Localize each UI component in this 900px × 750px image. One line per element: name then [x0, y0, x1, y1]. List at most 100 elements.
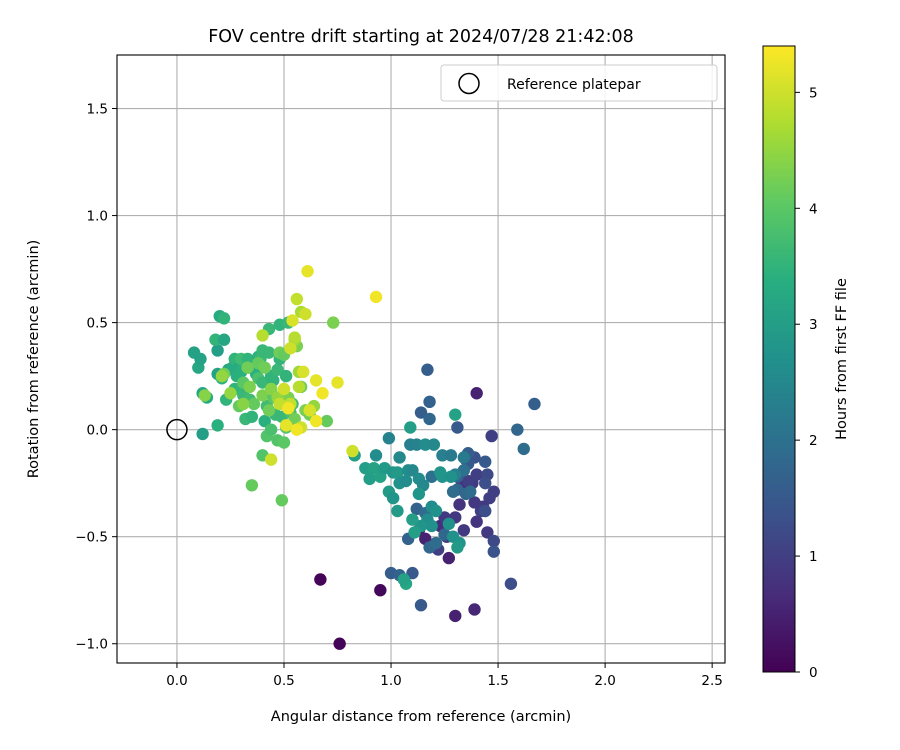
reference-platepar-marker [166, 418, 188, 441]
data-point [279, 419, 293, 432]
data-point [442, 517, 456, 531]
data-point [386, 491, 400, 505]
data-point [406, 513, 419, 526]
data-point [286, 314, 299, 327]
data-point [382, 432, 396, 445]
data-point [262, 404, 276, 417]
data-point [511, 423, 524, 436]
data-point [470, 387, 483, 400]
data-point [277, 382, 291, 396]
data-point [264, 423, 278, 436]
y-tick-label: 0.5 [87, 316, 108, 332]
data-point [264, 453, 278, 466]
data-point [303, 404, 316, 417]
x-tick-label: 0.0 [166, 673, 187, 689]
data-point [457, 451, 471, 464]
data-point [451, 421, 464, 434]
y-tick-label: −0.5 [75, 530, 108, 546]
data-point [453, 498, 466, 511]
data-point [327, 316, 340, 329]
data-point [410, 438, 423, 451]
chart-title: FOV centre drift starting at 2024/07/28 … [208, 27, 634, 47]
data-point [461, 474, 475, 488]
x-tick-label: 0.5 [273, 673, 294, 689]
data-point [429, 504, 443, 518]
data-point [297, 365, 310, 379]
data-point [391, 466, 404, 479]
data-point [444, 449, 458, 462]
data-point [309, 374, 323, 387]
data-point [256, 389, 269, 402]
legend-entry-reference-platepar: Reference platepar [507, 77, 641, 93]
data-point [429, 536, 443, 550]
data-point [316, 387, 329, 400]
data-point [425, 519, 438, 533]
colorbar-tick-label: 5 [809, 85, 818, 101]
data-point [406, 464, 419, 477]
data-point [481, 526, 494, 539]
data-point [209, 333, 222, 346]
data-point [397, 573, 411, 586]
data-point [258, 414, 271, 428]
x-tick-label: 1.0 [380, 673, 401, 689]
data-point [412, 487, 426, 501]
data-point [363, 472, 376, 486]
data-point [487, 485, 500, 498]
data-point [421, 363, 434, 376]
data-point [211, 344, 224, 357]
data-point [485, 429, 498, 443]
data-point [479, 504, 492, 518]
data-point [470, 515, 483, 528]
data-point [333, 637, 346, 650]
data-point [271, 363, 284, 376]
data-point [449, 609, 462, 623]
data-point [367, 461, 381, 475]
x-tick-label: 1.5 [487, 673, 508, 689]
colorbar-tick-label: 1 [809, 549, 818, 565]
data-point [241, 361, 254, 374]
colorbar-tick-label: 4 [809, 201, 818, 217]
data-point [369, 449, 383, 462]
legend: Reference platepar [440, 64, 718, 102]
data-point [262, 346, 276, 359]
data-point [528, 397, 541, 411]
data-point [320, 414, 334, 428]
colorbar-tick-label: 3 [809, 317, 818, 333]
reference-platepar-legend-marker [458, 72, 480, 95]
data-point [457, 524, 471, 537]
data-point [243, 380, 256, 394]
data-point [442, 551, 456, 565]
colorbar-tick-label: 2 [809, 433, 818, 449]
data-points [166, 265, 541, 650]
y-tick-label: −1.0 [75, 637, 108, 653]
y-tick-label: 0.0 [87, 423, 108, 439]
colorbar-tick-label: 0 [809, 665, 818, 681]
data-point [198, 389, 211, 402]
data-point [434, 466, 447, 479]
data-point [449, 408, 462, 421]
data-point [487, 545, 500, 558]
data-point [444, 470, 458, 483]
colorbar-ticks: 0 1 2 3 4 5 [795, 85, 818, 681]
data-point [423, 395, 436, 409]
data-point [487, 534, 500, 548]
data-point [290, 423, 304, 436]
data-point [264, 382, 278, 396]
data-point [224, 387, 237, 400]
data-point [309, 414, 323, 428]
data-point [288, 412, 301, 426]
data-point [245, 479, 259, 492]
data-point [436, 449, 449, 462]
data-point [282, 402, 295, 415]
data-point [346, 444, 359, 458]
data-point [399, 474, 413, 488]
data-point [256, 329, 269, 342]
data-point [468, 603, 481, 616]
data-point [504, 577, 518, 590]
y-tick-label: 1.5 [87, 102, 108, 118]
data-point [217, 312, 231, 325]
data-point [374, 584, 387, 597]
data-point [256, 376, 269, 389]
data-point [446, 485, 460, 498]
